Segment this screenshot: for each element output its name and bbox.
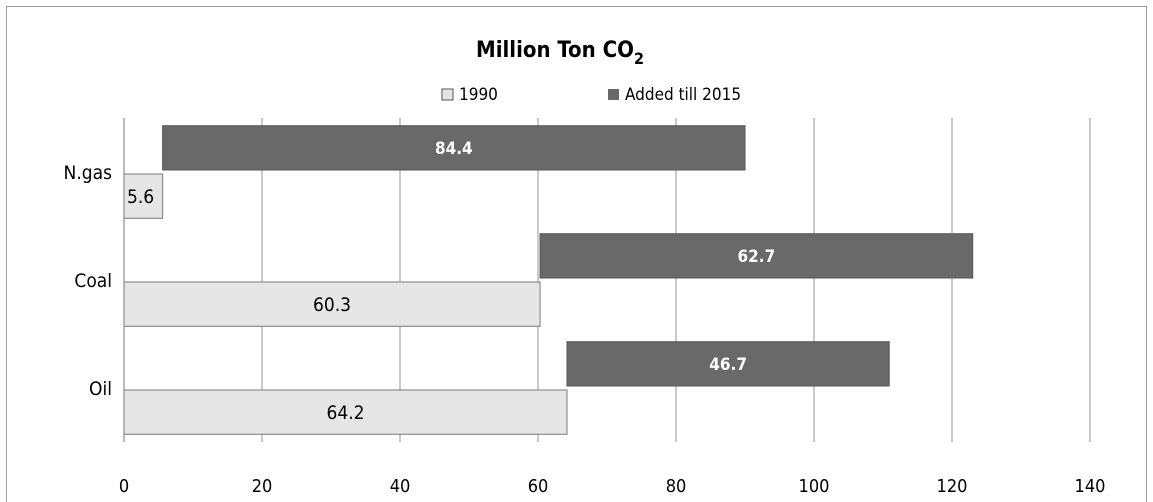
chart-title: Million Ton CO2 xyxy=(476,38,644,68)
x-tick-label-60: 60 xyxy=(528,476,549,497)
data-labels: 5.6 84.4 60.3 62.7 64.2 46.7 xyxy=(127,139,775,424)
bars xyxy=(123,125,974,435)
legend-label-added-till-2015: Added till 2015 xyxy=(625,85,741,105)
bar-1990-coal xyxy=(123,281,541,327)
bar-1990-oil xyxy=(123,389,568,435)
legend-swatch-1990 xyxy=(441,88,454,101)
x-tick-label-20: 20 xyxy=(252,476,273,497)
bar-added-coal xyxy=(539,233,974,279)
data-label-1990-n-gas: 5.6 xyxy=(127,186,154,208)
x-tick-label-40: 40 xyxy=(390,476,411,497)
data-label-added-oil: 46.7 xyxy=(709,355,747,375)
category-label-coal: Coal xyxy=(74,270,112,292)
legend-swatch-added-till-2015 xyxy=(608,89,619,100)
bar-added-n-gas xyxy=(162,125,746,171)
data-label-1990-coal: 60.3 xyxy=(313,294,351,316)
axes: 0 20 40 60 80 100 120 140 N.gas Coal Oil xyxy=(64,118,1106,497)
bar-added-oil xyxy=(566,341,890,387)
x-tick-label-140: 140 xyxy=(1075,476,1106,497)
x-tick-label-80: 80 xyxy=(666,476,687,497)
data-label-added-n-gas: 84.4 xyxy=(435,139,473,159)
x-tick-label-100: 100 xyxy=(799,476,830,497)
chart-title-subscript: 2 xyxy=(634,49,644,68)
chart-frame xyxy=(6,6,1147,502)
grid xyxy=(261,118,1091,442)
data-label-added-coal: 62.7 xyxy=(738,247,776,267)
legend-label-1990: 1990 xyxy=(459,85,498,105)
category-label-n-gas: N.gas xyxy=(64,162,113,184)
data-label-1990-oil: 64.2 xyxy=(326,402,364,424)
x-tick-label-120: 120 xyxy=(937,476,968,497)
category-label-oil: Oil xyxy=(89,378,112,400)
x-tick-label-0: 0 xyxy=(119,476,129,497)
legend: 1990 Added till 2015 xyxy=(441,85,741,105)
